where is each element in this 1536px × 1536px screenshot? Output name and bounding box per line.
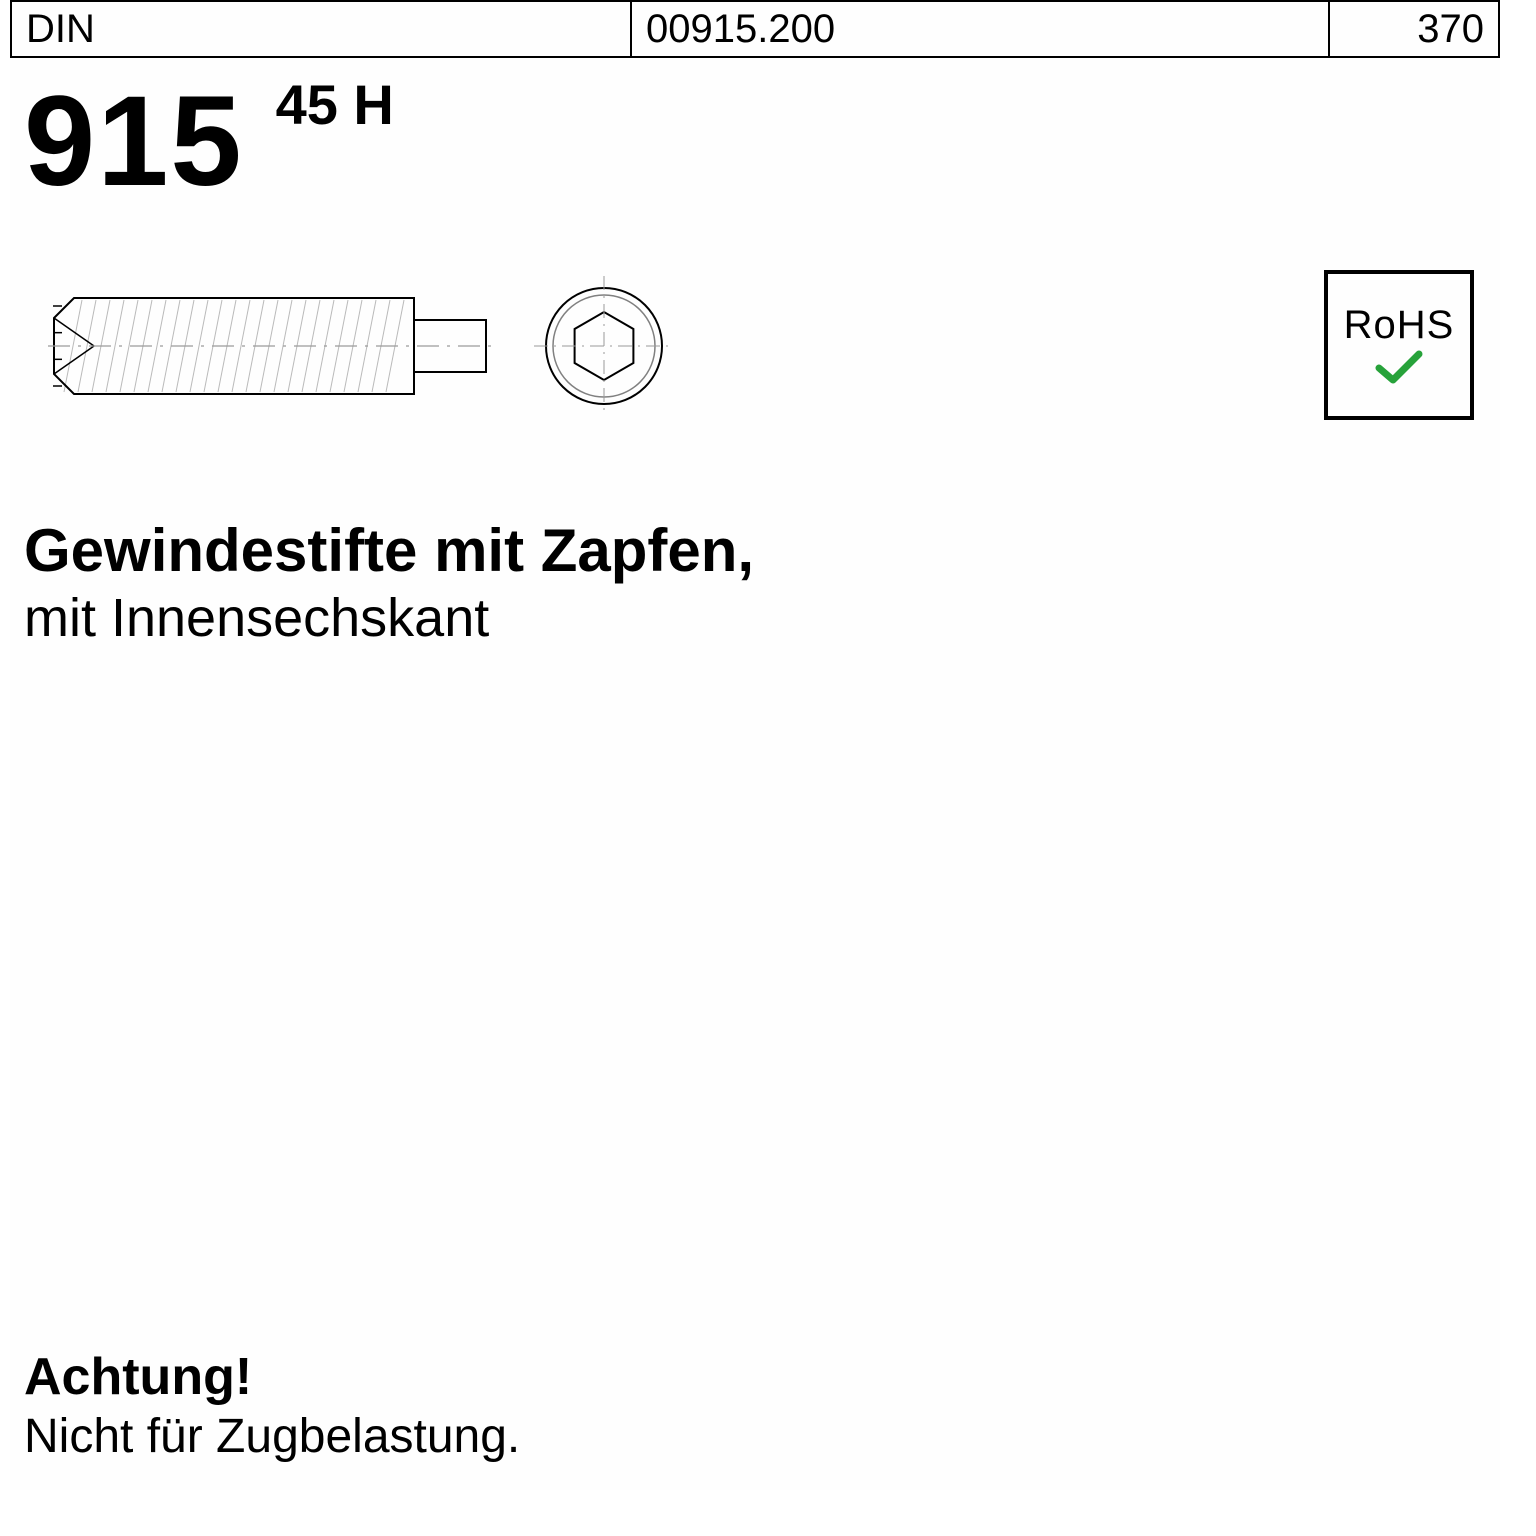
page-number: 370	[1417, 7, 1484, 51]
drawing-svg	[44, 266, 684, 426]
warning-block: Achtung! Nicht für Zugbelastung.	[24, 1346, 520, 1466]
title-row: 915 45 H	[10, 58, 1500, 206]
header-table: DIN 00915.200 370	[10, 0, 1500, 58]
header-article-cell: 00915.200	[631, 1, 1329, 57]
technical-drawing	[10, 266, 1500, 426]
warning-title: Achtung!	[24, 1346, 520, 1408]
check-icon	[1373, 348, 1425, 388]
header-standard-cell: DIN	[11, 1, 631, 57]
description-block: Gewindestifte mit Zapfen, mit Innensechs…	[10, 426, 1500, 653]
article-number: 00915.200	[646, 7, 835, 51]
description-line-2: mit Innensechskant	[24, 585, 1500, 653]
rohs-label: RoHS	[1344, 303, 1455, 348]
standard-number: 915	[10, 58, 258, 206]
header-page-cell: 370	[1329, 1, 1499, 57]
datasheet: DIN 00915.200 370 915 45 H RoHS Gewindes…	[10, 0, 1500, 1490]
warning-text: Nicht für Zugbelastung.	[24, 1408, 520, 1466]
rohs-badge: RoHS	[1324, 270, 1474, 420]
property-class: 45 H	[258, 58, 394, 137]
standard-label: DIN	[26, 7, 95, 51]
description-line-1: Gewindestifte mit Zapfen,	[24, 516, 1500, 585]
